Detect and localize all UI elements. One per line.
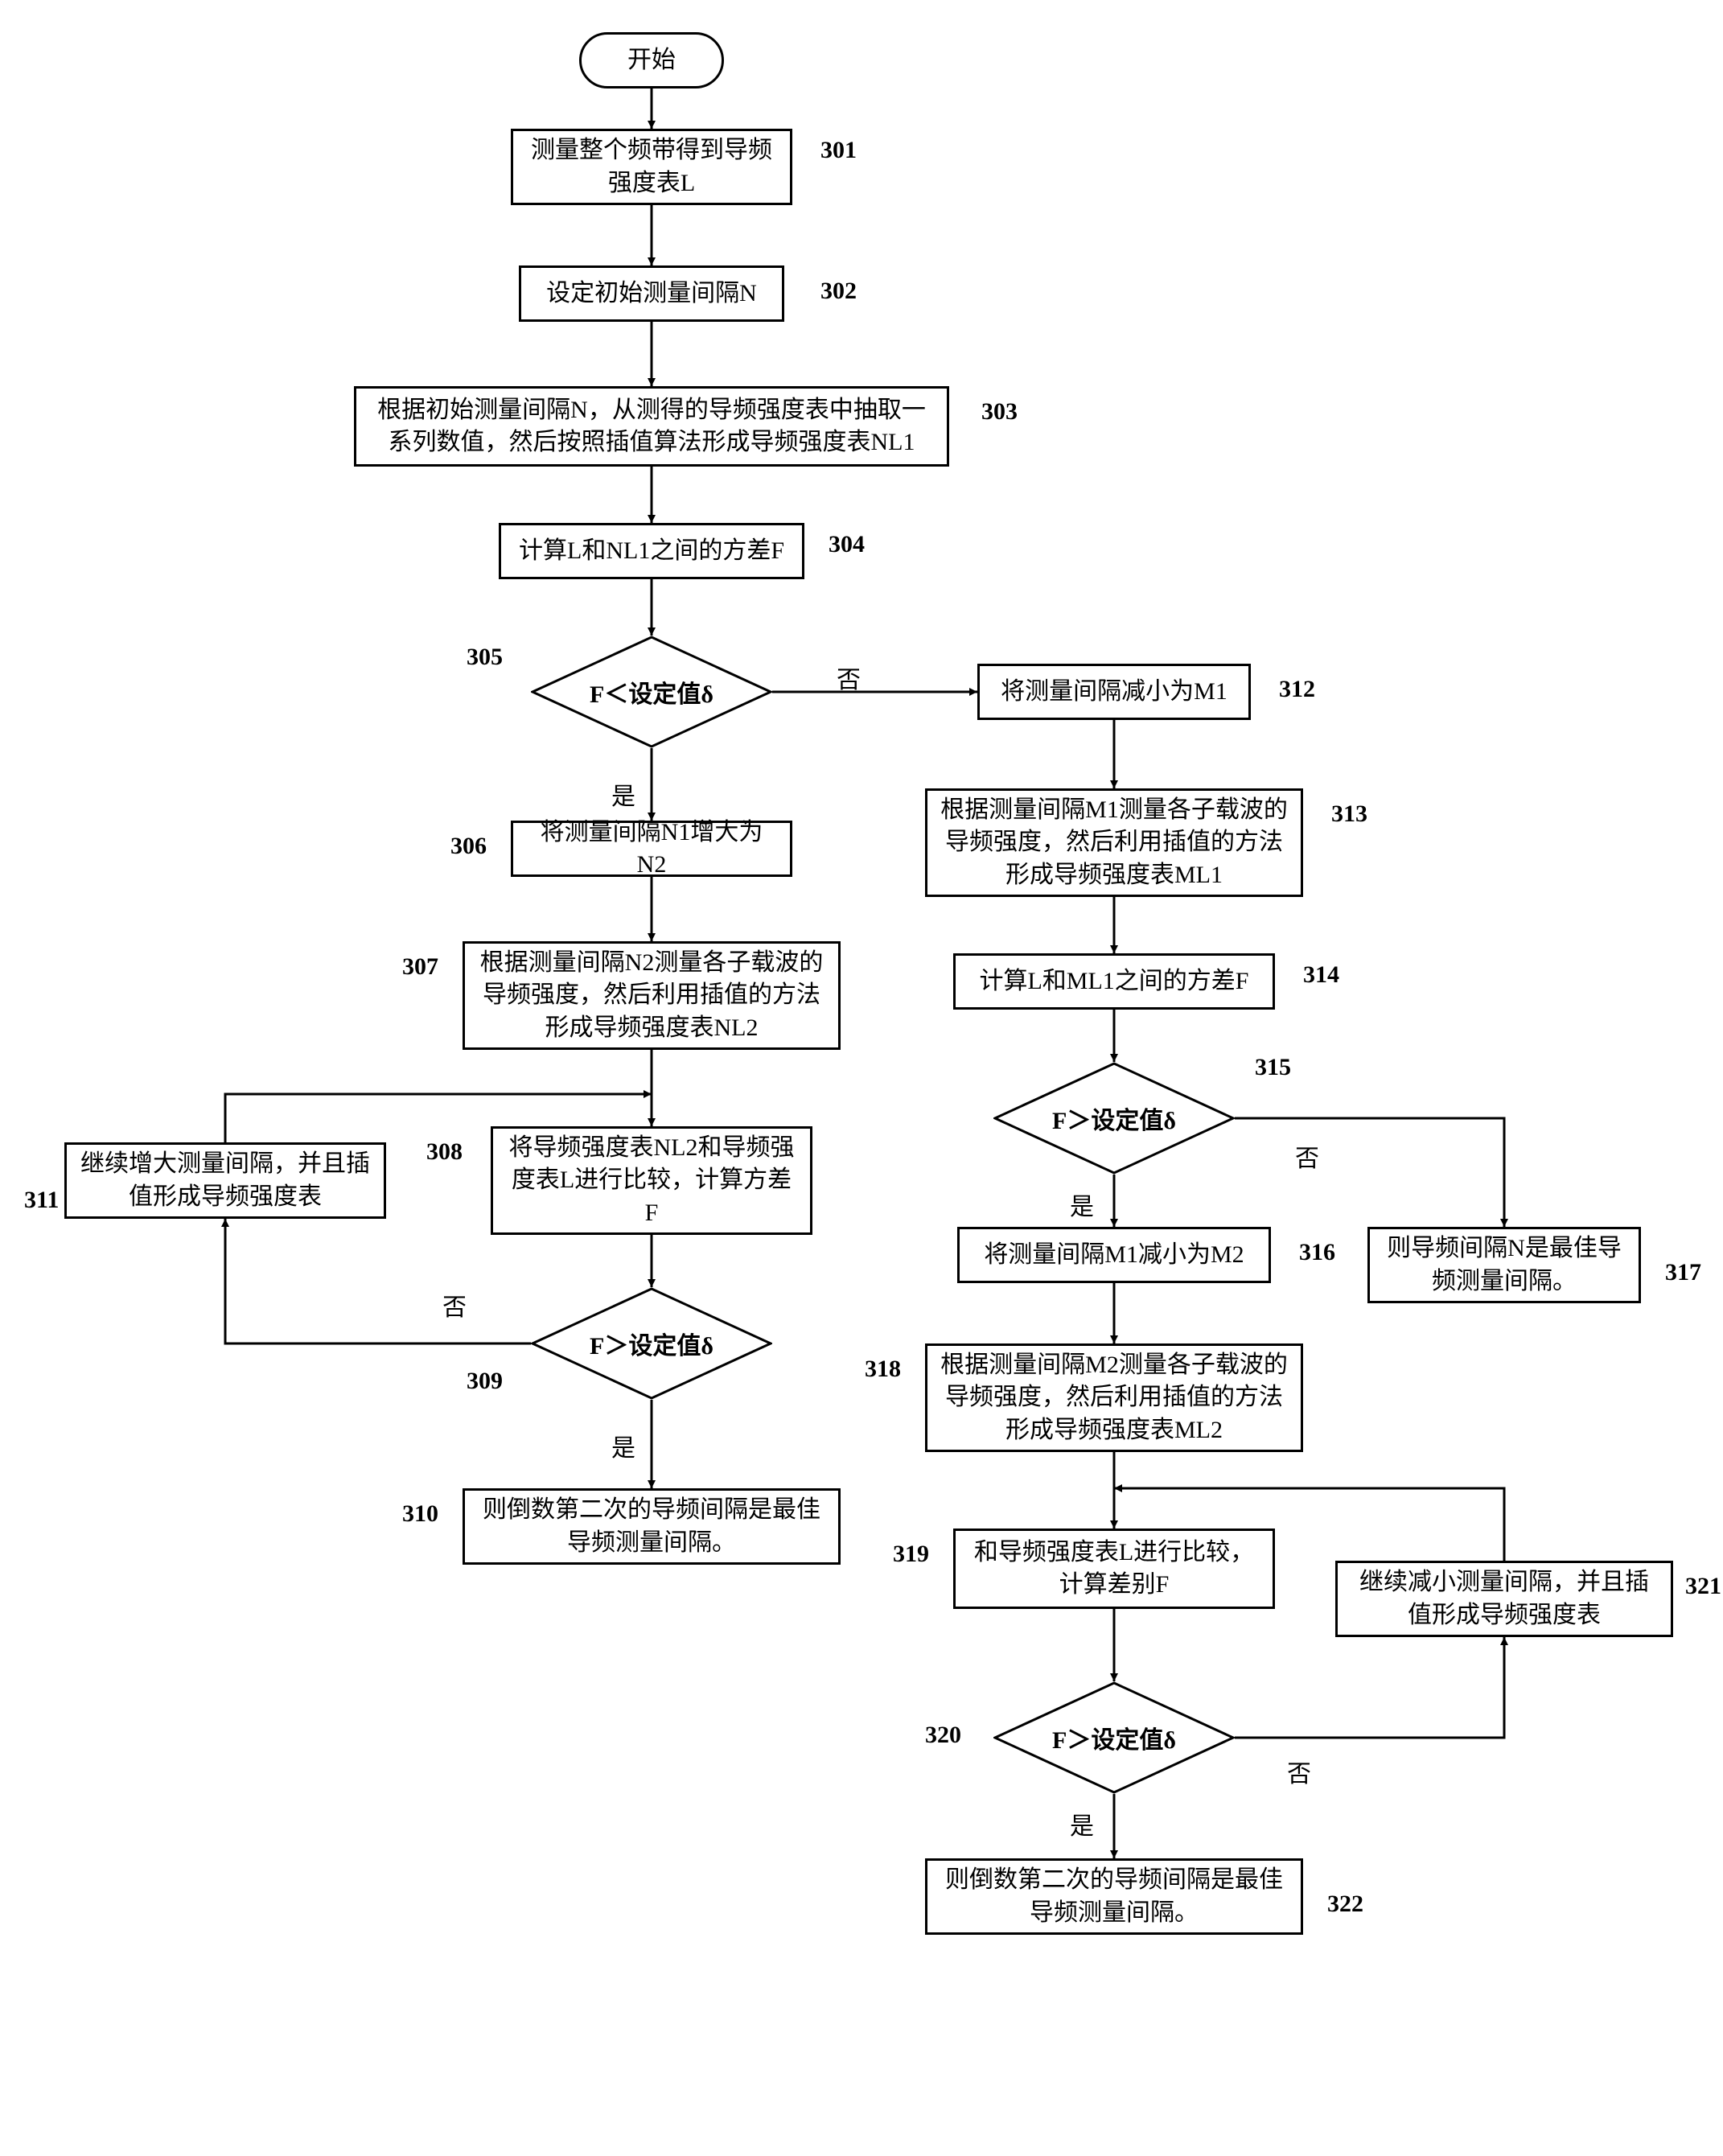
node-303: 根据初始测量间隔N，从测得的导频强度表中抽取一系列数值，然后按照插值算法形成导频… <box>354 386 949 467</box>
node-311: 继续增大测量间隔，并且插值形成导频强度表 <box>64 1142 386 1219</box>
node-310: 则倒数第二次的导频间隔是最佳导频测量间隔。 <box>463 1488 841 1565</box>
node-317: 则导频间隔N是最佳导频测量间隔。 <box>1367 1227 1641 1303</box>
edge-320-yes: 是 <box>1070 1806 1094 1841</box>
label-316: 316 <box>1299 1239 1335 1266</box>
flowchart-canvas: 开始 测量整个频带得到导频强度表L 301 设定初始测量间隔N 302 根据初始… <box>16 16 1705 2140</box>
edge-305-no: 否 <box>837 660 861 695</box>
node-306: 将测量间隔N1增大为N2 <box>511 821 792 877</box>
edge-315-yes: 是 <box>1070 1187 1094 1222</box>
node-301: 测量整个频带得到导频强度表L <box>511 129 792 205</box>
edges-layer <box>16 16 1705 2140</box>
label-313: 313 <box>1331 800 1367 828</box>
node-308: 将导频强度表NL2和导频强度表L进行比较，计算方差F <box>491 1126 812 1235</box>
edge-309-no: 否 <box>442 1287 467 1323</box>
decision-309: F＞设定值δ <box>531 1287 772 1400</box>
label-319: 319 <box>893 1541 929 1568</box>
label-312: 312 <box>1279 676 1315 703</box>
decision-315-text: F＞设定值δ <box>993 1062 1235 1175</box>
node-302: 设定初始测量间隔N <box>519 265 784 322</box>
label-301: 301 <box>820 137 857 164</box>
label-303: 303 <box>981 398 1018 426</box>
decision-315: F＞设定值δ <box>993 1062 1235 1175</box>
node-319: 和导频强度表L进行比较，计算差别F <box>953 1529 1275 1609</box>
label-321: 321 <box>1685 1573 1721 1600</box>
decision-320-text: F＞设定值δ <box>993 1681 1235 1794</box>
node-313: 根据测量间隔M1测量各子载波的导频强度，然后利用插值的方法形成导频强度表ML1 <box>925 788 1303 897</box>
node-312: 将测量间隔减小为M1 <box>977 664 1251 720</box>
node-322: 则倒数第二次的导频间隔是最佳导频测量间隔。 <box>925 1858 1303 1935</box>
label-322: 322 <box>1327 1891 1363 1918</box>
label-302: 302 <box>820 278 857 305</box>
decision-320: F＞设定值δ <box>993 1681 1235 1794</box>
decision-305-text: F＜设定值δ <box>531 636 772 748</box>
label-306: 306 <box>450 833 487 860</box>
label-314: 314 <box>1303 961 1339 989</box>
node-318: 根据测量间隔M2测量各子载波的导频强度，然后利用插值的方法形成导频强度表ML2 <box>925 1343 1303 1452</box>
edge-315-no: 否 <box>1295 1138 1319 1174</box>
label-309: 309 <box>467 1368 503 1395</box>
label-318: 318 <box>865 1356 901 1383</box>
label-305: 305 <box>467 644 503 671</box>
label-310: 310 <box>402 1500 438 1528</box>
label-320: 320 <box>925 1722 961 1749</box>
label-304: 304 <box>829 531 865 558</box>
label-317: 317 <box>1665 1259 1701 1286</box>
decision-305: F＜设定值δ <box>531 636 772 748</box>
node-307: 根据测量间隔N2测量各子载波的导频强度，然后利用插值的方法形成导频强度表NL2 <box>463 941 841 1050</box>
node-start: 开始 <box>579 32 724 88</box>
node-321: 继续减小测量间隔，并且插值形成导频强度表 <box>1335 1561 1673 1637</box>
node-314: 计算L和ML1之间的方差F <box>953 953 1275 1010</box>
edge-309-yes: 是 <box>611 1428 635 1463</box>
node-316: 将测量间隔M1减小为M2 <box>957 1227 1271 1283</box>
node-304: 计算L和NL1之间的方差F <box>499 523 804 579</box>
label-307: 307 <box>402 953 438 981</box>
decision-309-text: F＞设定值δ <box>531 1287 772 1400</box>
label-315: 315 <box>1255 1054 1291 1081</box>
label-308: 308 <box>426 1138 463 1166</box>
edge-320-no: 否 <box>1287 1754 1311 1789</box>
edge-305-yes: 是 <box>611 776 635 812</box>
label-311: 311 <box>24 1187 59 1214</box>
